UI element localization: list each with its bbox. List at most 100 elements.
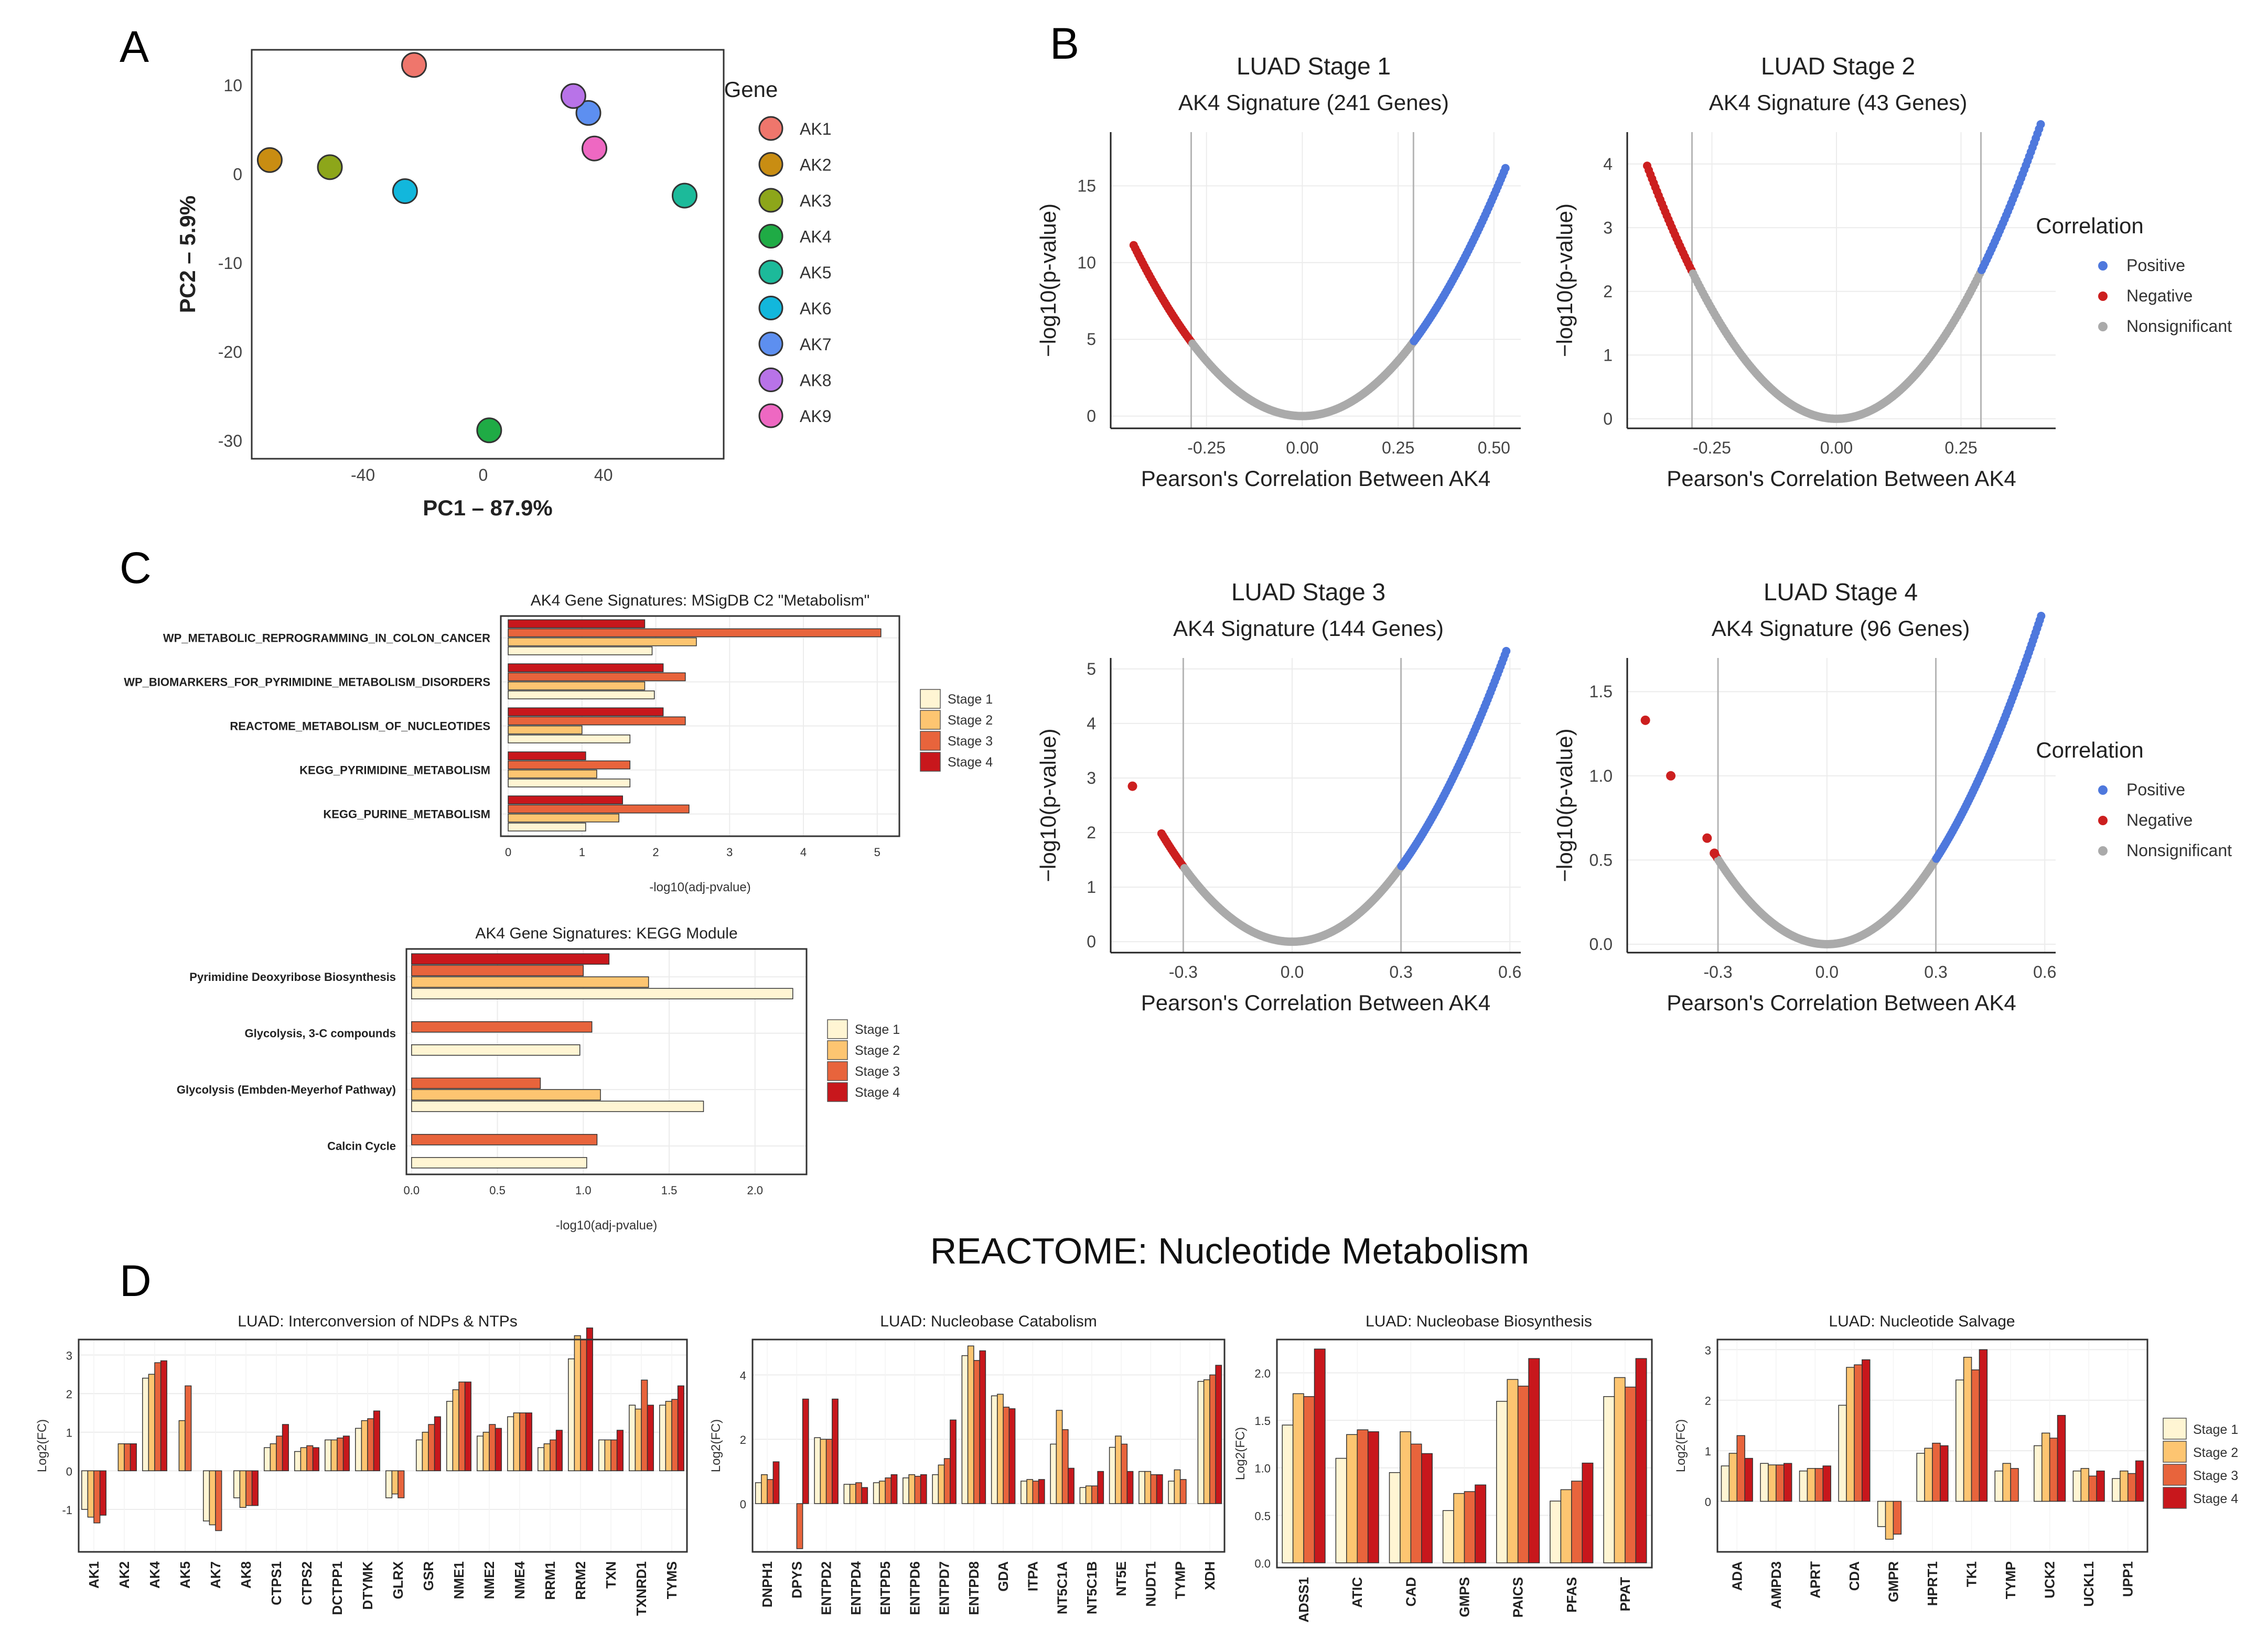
c2-legend-key-stage-3 (827, 1061, 848, 1081)
d3-bar-stage-2-cad (1400, 1431, 1412, 1563)
d1-bar-stage-3-ak7 (215, 1470, 222, 1531)
c2-category-label: Glycolysis, 3-C compounds (244, 1027, 396, 1040)
d3-bar-stage-4-cad (1421, 1453, 1433, 1563)
b4-point (2037, 611, 2046, 620)
d2-bar-stage-1-nt5c1a (1050, 1443, 1057, 1504)
b3-title: LUAD Stage 3 (1231, 578, 1385, 606)
d1-bar-stage-2-ak7 (209, 1470, 216, 1526)
d3-bar-stage-2-ppat (1614, 1377, 1626, 1563)
d1-category-label: CTPS2 (299, 1561, 315, 1605)
c2-bar-stage-3-pyrimidine-deoxyribose-biosynthesis (411, 965, 584, 976)
pca-y-tick: -10 (218, 254, 242, 273)
c1-bar-stage-4-wp_biomarkers_for_pyrimidine_metabolism_disorders (508, 663, 664, 673)
d-legend-key-stage-2 (2163, 1441, 2187, 1463)
d2-bar-stage-3-dpys (796, 1503, 803, 1549)
d2-bar-stage-2-entpd8 (967, 1345, 974, 1504)
d4-bar-stage-4-uckl1 (2096, 1470, 2105, 1502)
c1-legend-key-stage-1 (920, 689, 941, 709)
pca-legend-key-ak9 (758, 403, 783, 428)
pca-legend-key-ak8 (758, 368, 783, 392)
d1-category-label: AK5 (177, 1561, 193, 1589)
d1-y-tick: 0 (66, 1465, 72, 1478)
b3-x-tick: 0.3 (1389, 963, 1412, 981)
b3-y-label: −log10(p-value) (1036, 728, 1060, 882)
pca-point-ak1 (401, 52, 427, 78)
c2-legend-label-stage-1: Stage 1 (855, 1022, 900, 1037)
c1-bar-stage-2-kegg_purine_metabolism (508, 813, 619, 823)
d1-bar-stage-4-rrm1 (555, 1430, 563, 1472)
c2-x-tick: 0.0 (404, 1184, 420, 1197)
d4-bar-stage-1-cda (1838, 1405, 1847, 1502)
pca-legend-label-ak8: AK8 (800, 371, 831, 390)
pca-x-label: PC1 – 87.9% (423, 495, 553, 520)
d2-y-tick: 2 (740, 1433, 746, 1446)
d2-category-label: NUDT1 (1143, 1561, 1158, 1607)
d1-bar-stage-3-dctpp1 (337, 1438, 344, 1472)
c1-bar-stage-4-reactome_metabolism_of_nucleotides (508, 707, 664, 717)
pca-point-ak6 (392, 178, 418, 204)
d3-y-tick: 0.5 (1254, 1509, 1271, 1523)
d2-bar-stage-4-xdh (1215, 1365, 1222, 1504)
d1-bar-stage-4-ak4 (160, 1360, 167, 1472)
log2fc-bar-charts: LUAD: Interconversion of NDPs & NTPs AK1 A… (35, 1313, 2238, 1623)
b2-x-label: Pearson's Correlation Between AK4 (1667, 466, 2016, 491)
d2-category-label: ITPA (1025, 1561, 1040, 1592)
b2-y-tick: 3 (1603, 218, 1613, 237)
d4-bar-stage-3-uckl1 (2088, 1475, 2097, 1502)
c1-x-tick: 2 (652, 846, 659, 859)
c2-bar-stage-1-glycolysis-3-c-compounds (411, 1044, 581, 1056)
b4-x-tick: -0.3 (1704, 963, 1733, 981)
d1-category-label: GSR (421, 1561, 436, 1591)
d2-category-label: ENTPD6 (907, 1561, 922, 1615)
d4-category-label: TYMP (2003, 1561, 2018, 1599)
c2-legend-label-stage-4: Stage 4 (855, 1085, 900, 1100)
b2-title: LUAD Stage 2 (1761, 52, 1915, 80)
d2-category-label: ENTPD7 (937, 1561, 952, 1615)
b4-title: LUAD Stage 4 (1764, 578, 1918, 606)
d2-bar-stage-1-gda (991, 1395, 998, 1504)
d4-category-label: GMPR (1885, 1561, 1901, 1602)
b2-points (1643, 120, 2045, 423)
pca-scatter-plot: -40 0 40 10 0 -10 -20 -30 PC1 – 87.9% PC2 – 5.9% G… (175, 49, 831, 520)
d1-bar-stage-2-gsr (422, 1431, 429, 1472)
d3-title: LUAD: Nucleobase Biosynthesis (1366, 1313, 1592, 1330)
pca-point-ak3 (317, 154, 343, 180)
d4-bar-stage-3-upp1 (2127, 1473, 2136, 1502)
d4-category-label: TK1 (1964, 1561, 1980, 1587)
d4-category-label: ADA (1729, 1561, 1745, 1591)
d1-bar-stage-4-tyms (677, 1385, 684, 1472)
b4-y-tick: 0.0 (1589, 935, 1613, 954)
d1-bar-stage-1-tyms (659, 1405, 667, 1472)
d2-bar-stage-1-entpd5 (873, 1482, 880, 1504)
pca-x-tick: -40 (351, 466, 375, 484)
d4-bar-stage-1-hprt1 (1916, 1453, 1925, 1502)
d4-bar-stage-4-upp1 (2135, 1460, 2144, 1502)
c2-frame (405, 948, 808, 1175)
correlation-legend-key-nonsignificant (2098, 322, 2108, 331)
d4-bar-stage-1-ampd3 (1760, 1463, 1769, 1502)
d2-bar-stage-2-entpd6 (908, 1474, 916, 1504)
b3-x-label: Pearson's Correlation Between AK4 (1141, 990, 1490, 1015)
d3-bar-stage-4-pfas (1582, 1462, 1594, 1563)
c1-legend-key-stage-2 (920, 710, 941, 730)
d1-category-label: NME1 (451, 1561, 467, 1599)
d4-bar-stage-2-aprt (1807, 1468, 1816, 1502)
d4-bar-stage-3-gmpr (1893, 1500, 1902, 1535)
d1-bar-stage-4-txn (616, 1430, 624, 1472)
b1-points (1129, 164, 1510, 420)
d4-category-label: APRT (1807, 1561, 1823, 1599)
d1-bar-stage-1-rrm1 (538, 1447, 545, 1472)
correlation-legend-label-positive: Positive (2126, 780, 2185, 799)
d4-bar-stage-3-aprt (1814, 1468, 1824, 1502)
b2-x-tick: 0.25 (1944, 438, 1977, 457)
d2-bar-stage-1-nudt1 (1138, 1471, 1145, 1504)
pca-point-ak8 (560, 83, 586, 109)
c1-category-label: WP_BIOMARKERS_FOR_PYRIMIDINE_METABOLISM_… (124, 676, 490, 689)
b4-x-tick: 0.6 (2033, 963, 2056, 981)
pca-legend-label-ak4: AK4 (800, 228, 831, 246)
d1-bar-stage-4-ctps1 (282, 1424, 289, 1472)
d2-bar-stage-4-gda (1008, 1408, 1016, 1504)
pca-point-ak9 (582, 135, 608, 161)
correlation-legend-label-negative: Negative (2126, 811, 2193, 829)
d3-bar-stage-1-atic (1335, 1457, 1347, 1563)
